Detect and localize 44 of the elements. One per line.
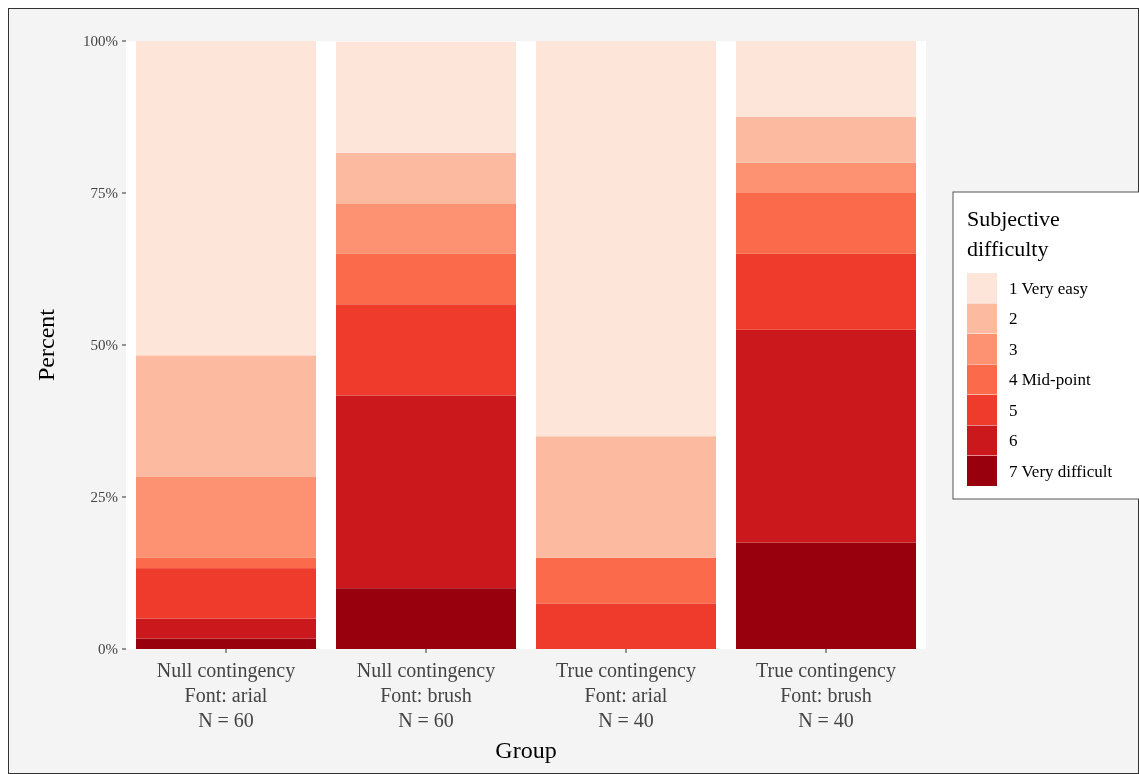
legend-label: 5	[1009, 400, 1018, 420]
bar	[136, 355, 316, 477]
bar	[736, 162, 916, 193]
bar	[736, 329, 916, 543]
legend-label: 3	[1009, 339, 1018, 359]
bar	[136, 568, 316, 619]
bar	[136, 476, 316, 558]
bar	[736, 41, 916, 117]
bar	[336, 395, 516, 589]
legend-label: 4 Mid-point	[1009, 370, 1091, 390]
x-axis-title: Group	[495, 737, 557, 763]
y-tick-label: 25%	[90, 489, 118, 506]
bar	[536, 557, 716, 604]
bar	[136, 618, 316, 639]
y-tick-label: 75%	[90, 185, 118, 202]
legend-label: 2	[1009, 309, 1018, 329]
legend-label: 1 Very easy	[1009, 278, 1089, 298]
bar	[736, 193, 916, 254]
bar	[136, 557, 316, 569]
x-tick-label: True contingency Font: brush N = 40	[756, 659, 896, 731]
bar	[336, 253, 516, 305]
legend-label: 6	[1009, 431, 1018, 451]
y-tick-label: 100%	[83, 33, 118, 50]
y-axis-title: Percent	[33, 308, 59, 381]
bar	[136, 638, 316, 649]
y-tick-label: 0%	[98, 641, 118, 658]
bar	[136, 41, 316, 356]
y-tick-label: 50%	[90, 337, 118, 354]
legend-title: Subjective difficulty	[967, 206, 1060, 261]
bar	[336, 41, 516, 153]
bar	[736, 253, 916, 330]
bar	[736, 542, 916, 649]
bar	[736, 117, 916, 163]
bar	[336, 203, 516, 254]
x-tick-label: True contingency Font: arial N = 40	[556, 659, 696, 731]
bar	[536, 436, 716, 558]
bar	[336, 588, 516, 649]
bar	[536, 41, 716, 437]
x-tick-label: Null contingency Font: brush N = 60	[356, 659, 496, 731]
bar	[536, 603, 716, 649]
x-tick-label: Null contingency Font: arial N = 60	[156, 659, 296, 731]
bar	[336, 304, 516, 396]
legend-label: 7 Very difficult	[1009, 461, 1113, 481]
bar	[336, 152, 516, 204]
